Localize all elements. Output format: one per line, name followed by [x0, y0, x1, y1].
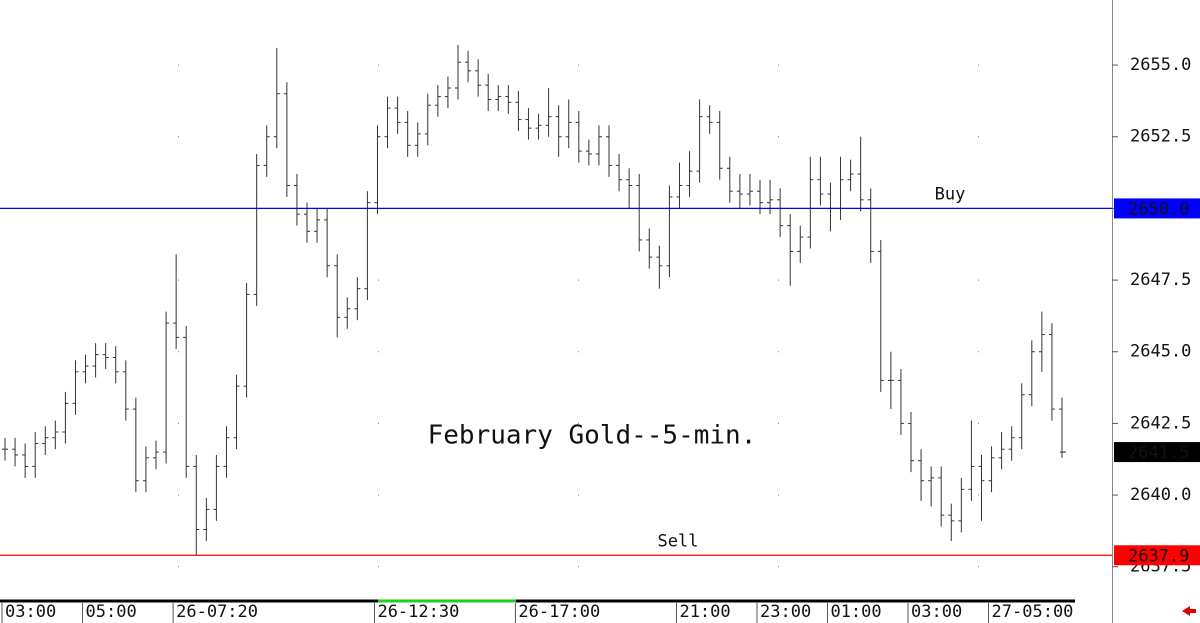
level-value: 2650.0 — [1128, 199, 1189, 219]
x-tick-label: 26-07:20 — [176, 602, 258, 622]
annotation: February Gold--5-min. — [428, 421, 757, 451]
level-value: 2637.9 — [1128, 546, 1189, 566]
level-box — [1114, 545, 1200, 566]
y-tick-label: 2652.5 — [1130, 127, 1191, 147]
x-tick-label: 01:00 — [830, 602, 881, 622]
level-box — [1114, 198, 1200, 219]
y-tick-label: 2642.5 — [1130, 413, 1191, 433]
last-price-box — [1114, 442, 1200, 463]
y-tick-label: 2640.0 — [1130, 485, 1191, 505]
scroll-arrow[interactable] — [1182, 606, 1196, 616]
x-tick-label: 27-05:00 — [992, 602, 1074, 622]
x-tick-label: 03:00 — [5, 602, 56, 622]
x-tick-label: 26-17:00 — [518, 602, 600, 622]
level-name: Sell — [658, 531, 699, 551]
y-tick-label: 2655.0 — [1130, 55, 1191, 75]
x-tick-label: 21:00 — [679, 602, 730, 622]
x-tick-label: 26-12:30 — [377, 602, 459, 622]
x-tick-label: 23:00 — [760, 602, 811, 622]
level-name: Buy — [935, 184, 966, 204]
y-tick-label: 2647.5 — [1130, 270, 1191, 290]
x-tick-label: 05:00 — [86, 602, 137, 622]
last-price-label: 2641.5 — [1128, 443, 1189, 463]
y-tick-label: 2645.0 — [1130, 342, 1191, 362]
x-tick-label: 03:00 — [911, 602, 962, 622]
